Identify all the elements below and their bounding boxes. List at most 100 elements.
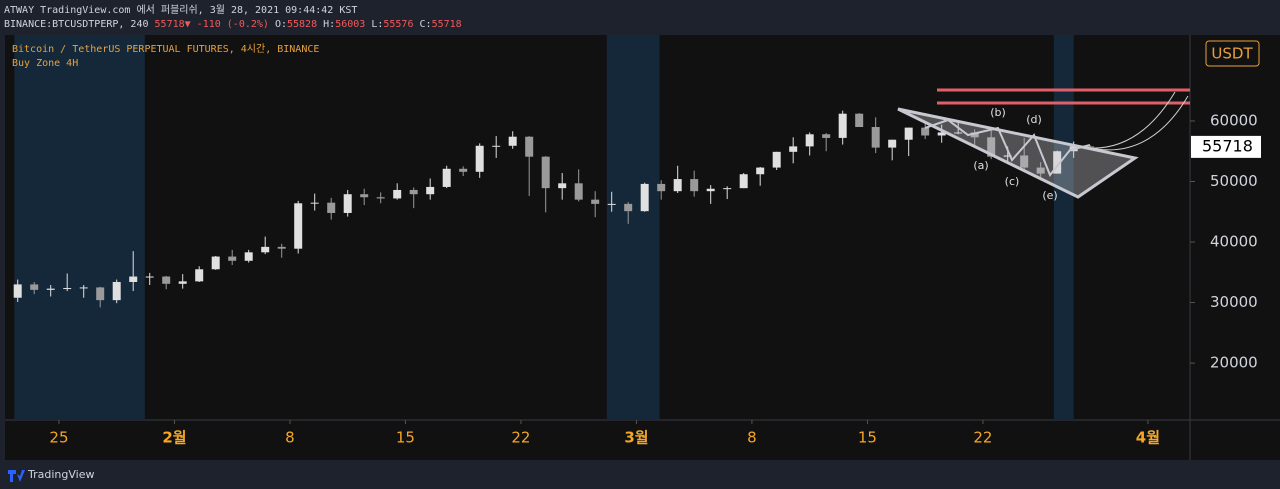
x-tick-label: 15 [396,429,415,447]
candle-body [393,189,402,199]
candle-body [343,194,352,213]
wave-label: (e) [1042,189,1057,202]
price-tag-label: 55718 [1202,136,1253,155]
candle-body [96,287,105,301]
candle-body [79,287,88,289]
x-tick-label: 2월 [162,429,186,447]
y-tick-label: 50000 [1210,172,1258,190]
tv-logo [8,470,25,482]
currency-label: USDT [1211,45,1253,63]
candle-body [855,113,864,128]
y-tick-label: 40000 [1210,233,1258,251]
wave-label: (a) [973,159,988,172]
candle-body [261,246,270,253]
candle-body [492,145,501,147]
candle-body [805,134,814,147]
candle-body [607,203,616,205]
candle-body [1003,155,1012,157]
x-tick-label: 8 [285,429,295,447]
x-tick-label: 4월 [1136,429,1160,447]
wave-label: (d) [1026,113,1042,126]
candle-body [822,134,831,138]
candle-body [475,145,484,172]
currency-button[interactable] [1205,40,1260,67]
y-tick-label: 30000 [1210,293,1258,311]
candle-body [541,156,550,189]
ohlc-value: 55576 [383,19,413,30]
buy-zone [1053,35,1074,420]
candle-body [640,183,649,212]
candle-body [657,183,666,192]
candle-body [129,276,138,282]
candle-body [1086,146,1095,148]
candle-body [376,197,385,199]
x-tick-label: 15 [858,429,877,447]
legend-indicator: Buy Zone 4H [12,58,78,69]
candle-body [673,179,682,192]
candle-body [426,186,435,195]
x-tick-label: 22 [511,429,530,447]
projection-arrow [1089,95,1189,151]
ohlc-key: C: [420,19,432,30]
candle-body [508,136,517,146]
candle-body [904,127,913,140]
candle-body [723,188,732,190]
candle-body [277,246,286,249]
y-tick-label: 60000 [1210,111,1258,129]
candle-body [772,151,781,168]
wave-label: (b) [990,106,1006,119]
candle-body [1053,151,1062,174]
candle-body [624,203,633,212]
wave-label: (c) [1005,175,1020,188]
candle-body [1020,155,1029,168]
candle-body [574,183,583,200]
plot-area [5,35,1190,420]
brand: TradingView [27,468,94,481]
price-tag [1191,135,1261,158]
candle-body [789,146,798,152]
candle-body [954,132,963,134]
candle-body [46,288,55,290]
candle-body [706,188,715,192]
candle-body [294,203,303,249]
time-axis [5,420,1190,460]
triangle-pattern [897,107,1139,199]
ohlc-key: H: [323,19,335,30]
candle-body [525,136,534,157]
candle-body [921,127,930,136]
candle-body [459,168,468,172]
candle-body [63,288,72,290]
candle-body [244,252,253,261]
candle-body [756,167,765,175]
candle-body [1036,167,1045,174]
candle-body [228,256,237,261]
x-tick-label: 8 [747,429,757,447]
candle-body [970,132,979,138]
candle-body [442,168,451,187]
publish-info: ATWAY TradingView.com 에서 퍼블리쉬, 3월 28, 20… [4,4,357,16]
x-tick-label: 22 [973,429,992,447]
candle-body [591,199,600,204]
buy-zone [14,35,145,420]
candle-body [145,276,154,278]
candle-body [195,269,204,282]
ohlc-value: 55828 [287,19,317,30]
candle-body [838,113,847,138]
projection-arrow [1089,91,1176,149]
candle-body [327,202,336,213]
ohlc-value: 56003 [335,19,365,30]
y-tick-label: 20000 [1210,354,1258,372]
candle-body [112,281,121,301]
candle-body [739,174,748,189]
ohlc-value: 55718 [432,19,462,30]
candle-body [310,202,319,204]
candle-body [360,194,369,198]
buy-zone [606,35,660,420]
candle-body [30,284,39,290]
candle-body [178,281,187,284]
candle-body [162,276,171,284]
price-axis [1190,35,1280,460]
ohlc-key: O: [275,19,287,30]
candle-body [888,139,897,148]
